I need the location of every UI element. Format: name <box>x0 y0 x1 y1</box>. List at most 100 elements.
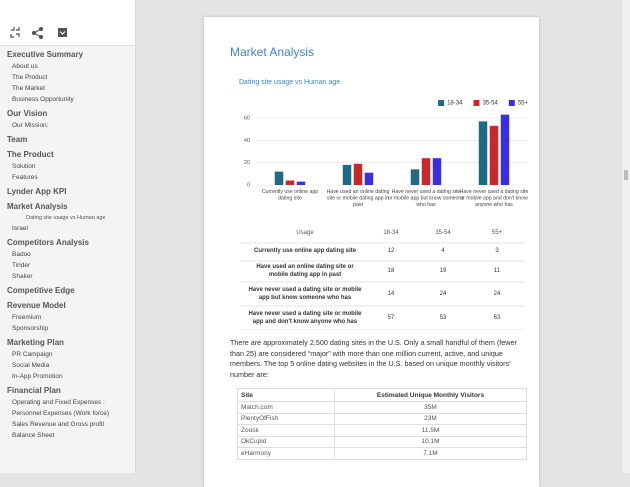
table-cell: 24 <box>493 291 501 297</box>
share-icon[interactable] <box>31 26 44 40</box>
item-link[interactable]: Sales Revenue and Gross profit <box>12 421 105 428</box>
item-link[interactable]: Social Media <box>12 362 50 369</box>
section-link[interactable]: Our Vision <box>7 109 48 118</box>
table-row-label: Have never used a dating site or mobile … <box>248 287 362 301</box>
table-cell: 23M <box>334 412 527 425</box>
chart: Dating site usage vs Human age 0 20 40 60 55+… <box>239 79 529 330</box>
item-link[interactable]: Business Opportunity <box>12 96 74 103</box>
table-header: Site <box>237 388 335 402</box>
item-link[interactable]: Personnel Expenses (Work force) <box>12 410 110 417</box>
x-tick-label: Have never used a dating site or mobile a… <box>388 189 465 208</box>
item-link[interactable]: Freemium <box>12 314 42 321</box>
table-cell: 63 <box>493 315 501 321</box>
bar <box>342 164 352 185</box>
table-cell: PlentyOfFish <box>237 412 335 425</box>
outline: Executive Summary About us The Product The … <box>0 49 135 441</box>
table-cell: 18 <box>387 268 395 274</box>
paragraph: There are approximately 2,500 dating sit… <box>230 338 517 379</box>
section-link[interactable]: Marketing Plan <box>7 338 64 347</box>
section-link[interactable]: Team <box>7 135 28 144</box>
table-header: 35-54 <box>435 230 451 236</box>
item-link[interactable]: Balance Sheet <box>12 432 55 439</box>
item-link[interactable]: Sponsorship <box>12 325 49 332</box>
scroll-thumb[interactable] <box>624 170 628 180</box>
table-cell: 57 <box>387 315 395 321</box>
table-cell: 10.1M <box>334 435 527 448</box>
table-row-label: Currently use online app dating site <box>253 248 356 254</box>
bar <box>274 171 284 185</box>
item-link[interactable]: Our Mission: <box>12 122 49 129</box>
legend-label: 35-54 <box>482 101 498 107</box>
item-link[interactable]: Operating and Fixed Expenses : <box>12 399 105 406</box>
download-icon[interactable] <box>58 28 67 37</box>
table-row: Zoosk 11.5M <box>237 424 527 437</box>
table-cell: 53 <box>439 315 447 321</box>
x-tick-label: Have never used a dating site or mobile a… <box>460 189 529 208</box>
item-link[interactable]: The Market <box>12 85 45 92</box>
table-row: Match.com 35M <box>237 401 527 414</box>
table-cell: 11 <box>493 268 501 274</box>
fit-icon[interactable] <box>10 27 20 38</box>
legend-swatch <box>508 100 515 106</box>
y-tick-label: 0 <box>247 182 250 188</box>
section-link[interactable]: Revenue Model <box>7 301 66 310</box>
table-header: 55+ <box>491 230 503 236</box>
section-link[interactable]: Competitive Edge <box>7 286 75 295</box>
y-tick-label: 20 <box>244 160 250 166</box>
doc-heading: Market Analysis <box>230 45 315 59</box>
table-cell: 24 <box>439 291 447 297</box>
table-cell: Zoosk <box>237 424 335 437</box>
table-header: Usage <box>296 230 314 236</box>
section-link[interactable]: Executive Summary <box>7 50 84 59</box>
scrollbar[interactable] <box>622 0 630 473</box>
table-cell: 11.5M <box>334 424 527 437</box>
item-link[interactable]: Israel <box>12 225 28 232</box>
x-tick-label: Have used an online dating site or mobile… <box>327 189 390 208</box>
toolbar-icons <box>10 26 67 40</box>
item-link[interactable]: Badoo <box>12 251 31 258</box>
table-cell: eHarmony <box>237 447 335 460</box>
item-link[interactable]: PR Campaign <box>12 351 53 358</box>
bar <box>364 172 374 185</box>
y-tick-label: 60 <box>244 115 250 121</box>
section-link[interactable]: The Product <box>7 150 54 159</box>
table-row: OkCupid 10.1M <box>237 435 527 448</box>
table-cell: 35M <box>334 401 527 414</box>
item-link[interactable]: Tinder <box>12 262 31 269</box>
section-link[interactable]: Lynder App KPI <box>7 187 67 196</box>
item-link[interactable]: About us <box>12 63 38 70</box>
download-arrow <box>59 31 66 35</box>
section-link[interactable]: Market Analysis <box>7 202 68 211</box>
table-cell: 4 <box>441 248 445 254</box>
table-row: PlentyOfFish 23M <box>237 412 527 425</box>
table-row-label: Have used an online dating site or mobil… <box>256 264 354 278</box>
item-link[interactable]: The Product <box>12 74 48 81</box>
table-row: eHarmony 7.1M <box>237 447 527 460</box>
bar <box>489 125 499 185</box>
bar <box>432 158 442 185</box>
section-link[interactable]: Financial Plan <box>7 386 61 395</box>
table-header: Estimated Unique Monthly Visitors <box>334 388 527 402</box>
sidebar: Executive Summary About us The Product The … <box>0 0 136 473</box>
section-link[interactable]: Competitors Analysis <box>7 238 89 247</box>
item-link[interactable]: Features <box>12 174 38 181</box>
toolbar <box>0 0 135 46</box>
y-tick-label: 40 <box>244 138 250 144</box>
bar <box>296 181 306 185</box>
table-cell: OkCupid <box>237 435 335 448</box>
legend-swatch <box>438 100 445 106</box>
item-link[interactable]: Solution <box>12 163 36 170</box>
subitem-link[interactable]: Dating site usage vs Human age <box>26 215 106 221</box>
bar <box>478 121 488 185</box>
table-cell: 19 <box>439 268 447 274</box>
item-link[interactable]: Shaker <box>12 273 33 280</box>
table-cell: 12 <box>387 248 395 254</box>
bar <box>410 169 420 185</box>
legend-label: 18-34 <box>447 101 463 107</box>
table-cell: 3 <box>495 248 499 254</box>
table-header: 18-34 <box>383 230 399 236</box>
item-link[interactable]: In-App Promotion <box>12 373 63 380</box>
bar <box>353 163 363 185</box>
bar <box>421 158 431 185</box>
